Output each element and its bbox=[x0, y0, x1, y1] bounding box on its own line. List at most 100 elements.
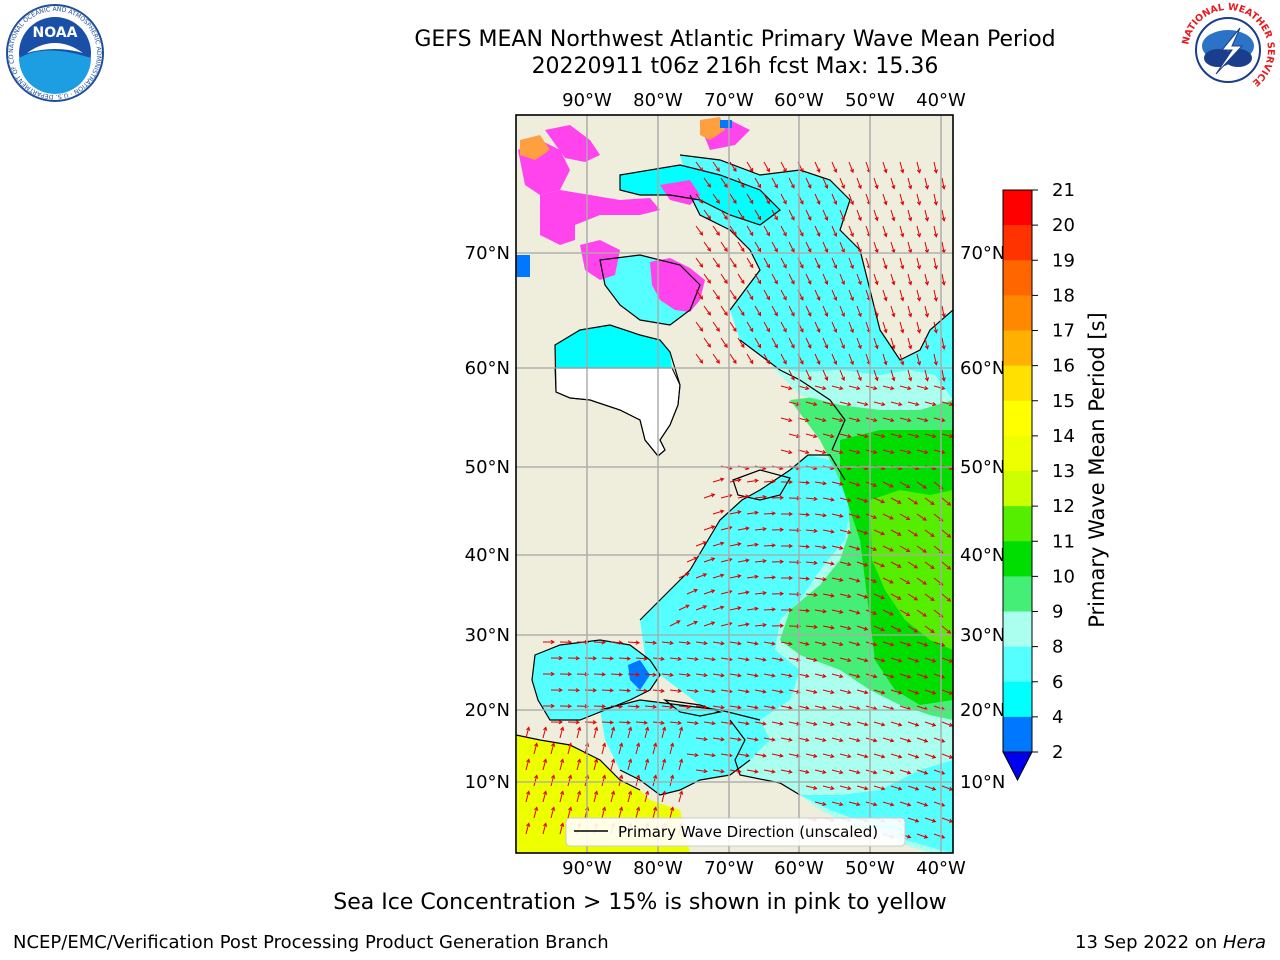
wave-arrow bbox=[899, 769, 912, 775]
wave-arrow bbox=[729, 193, 737, 205]
wave-arrow bbox=[865, 481, 878, 487]
wave-arrow bbox=[567, 774, 573, 787]
wave-arrow bbox=[814, 257, 821, 269]
lat-label: 20°N bbox=[960, 700, 1005, 721]
wave-arrow bbox=[695, 605, 708, 611]
wave-arrow bbox=[848, 513, 861, 519]
wave-arrow bbox=[788, 177, 795, 189]
wave-arrow bbox=[712, 257, 720, 268]
wave-arrow bbox=[856, 721, 869, 727]
wave-arrow bbox=[559, 726, 565, 739]
wave-arrow bbox=[788, 337, 795, 349]
wave-arrow bbox=[746, 225, 754, 237]
wave-arrow bbox=[703, 557, 716, 563]
wave-arrow bbox=[805, 785, 818, 790]
wave-arrow bbox=[686, 688, 699, 694]
wave-arrow bbox=[822, 369, 829, 382]
wave-arrow bbox=[822, 401, 835, 407]
wave-arrow bbox=[712, 289, 720, 300]
wave-arrow bbox=[839, 753, 852, 759]
wave-arrow bbox=[822, 241, 829, 254]
wave-arrow bbox=[763, 673, 776, 678]
wave-arrow bbox=[754, 305, 762, 317]
wave-arrow bbox=[899, 161, 905, 174]
wave-arrow bbox=[559, 640, 573, 645]
wave-arrow bbox=[831, 673, 844, 679]
lon-label: 40°W bbox=[916, 858, 966, 879]
lat-label: 50°N bbox=[960, 457, 1005, 478]
wave-arrow bbox=[831, 417, 844, 423]
wave-arrow bbox=[567, 656, 581, 661]
wave-arrow bbox=[729, 289, 737, 301]
title-line-1: GEFS MEAN Northwest Atlantic Primary Wav… bbox=[414, 27, 1056, 52]
wave-arrow bbox=[890, 497, 902, 504]
wave-arrow bbox=[916, 385, 929, 391]
wave-arrow bbox=[746, 542, 759, 547]
wave-arrow bbox=[865, 577, 878, 583]
wave-arrow bbox=[661, 640, 674, 645]
wave-arrow bbox=[618, 774, 624, 787]
wave-arrow bbox=[856, 209, 862, 222]
wave-arrow bbox=[848, 193, 854, 206]
wave-arrow bbox=[780, 161, 787, 173]
wave-arrow bbox=[720, 337, 728, 348]
lat-label: 30°N bbox=[465, 625, 510, 646]
wave-arrow bbox=[771, 527, 785, 532]
wave-arrow bbox=[941, 273, 946, 286]
wave-arrow bbox=[924, 305, 929, 318]
wave-arrow bbox=[737, 689, 750, 694]
wave-arrow bbox=[610, 672, 624, 677]
colorbar-tick-label: 18 bbox=[1052, 285, 1075, 306]
wave-arrow bbox=[839, 721, 852, 727]
wave-arrow bbox=[890, 305, 896, 318]
wave-arrow bbox=[814, 609, 827, 614]
colorbar-ticks: 21 20 19 18 17 16 15 14 13 12 11 10 9 8 6 4 2 bbox=[1032, 180, 1075, 763]
wave-arrow bbox=[924, 785, 937, 791]
wave-arrow bbox=[703, 493, 716, 499]
wave-arrow bbox=[916, 321, 922, 334]
wave-arrow bbox=[899, 545, 911, 553]
colorbar-tick-label: 12 bbox=[1052, 496, 1075, 517]
wave-arrow bbox=[831, 769, 844, 775]
wave-arrow bbox=[831, 481, 844, 486]
wave-arrow bbox=[771, 209, 778, 221]
wave-arrow bbox=[831, 289, 838, 302]
wave-arrow bbox=[882, 161, 888, 174]
wave-arrow bbox=[916, 289, 922, 302]
colorbar-tick-label: 15 bbox=[1052, 391, 1075, 412]
wave-arrow bbox=[678, 604, 690, 611]
wave-arrow bbox=[882, 801, 895, 807]
wave-arrow bbox=[729, 161, 737, 173]
wave-arrow bbox=[746, 705, 759, 710]
wave-arrow bbox=[695, 737, 708, 742]
wave-arrow bbox=[907, 273, 913, 286]
noaa-logo-text: NOAA bbox=[33, 25, 78, 41]
wave-arrow bbox=[737, 337, 745, 349]
wave-arrow bbox=[848, 161, 854, 174]
wave-arrow bbox=[601, 656, 615, 661]
wave-arrow bbox=[882, 513, 894, 520]
footer-branch: NCEP/EMC/Verification Post Processing Pr… bbox=[13, 932, 609, 953]
wave-arrow bbox=[763, 193, 770, 205]
wave-arrow bbox=[797, 608, 811, 613]
wave-arrow bbox=[703, 589, 716, 595]
wave-arrow bbox=[822, 337, 829, 350]
wave-arrow bbox=[873, 721, 886, 727]
footer-host: Hera bbox=[1222, 932, 1266, 953]
wave-arrow bbox=[890, 625, 902, 632]
wave-arrow bbox=[890, 401, 903, 407]
wave-arrow bbox=[848, 673, 861, 679]
wave-arrow bbox=[593, 726, 599, 739]
wave-arrow bbox=[543, 671, 556, 677]
colorbar-swatch bbox=[1003, 541, 1032, 577]
wave-arrow bbox=[754, 337, 762, 349]
wave-arrow bbox=[559, 758, 565, 771]
wave-arrow bbox=[712, 737, 725, 742]
wave-arrow bbox=[941, 593, 952, 602]
wave-arrow bbox=[822, 625, 835, 630]
wave-arrow bbox=[805, 528, 818, 534]
wave-arrow bbox=[814, 641, 827, 646]
wave-arrow bbox=[822, 497, 835, 502]
wave-arrow bbox=[822, 177, 829, 190]
wave-arrow bbox=[873, 369, 879, 382]
